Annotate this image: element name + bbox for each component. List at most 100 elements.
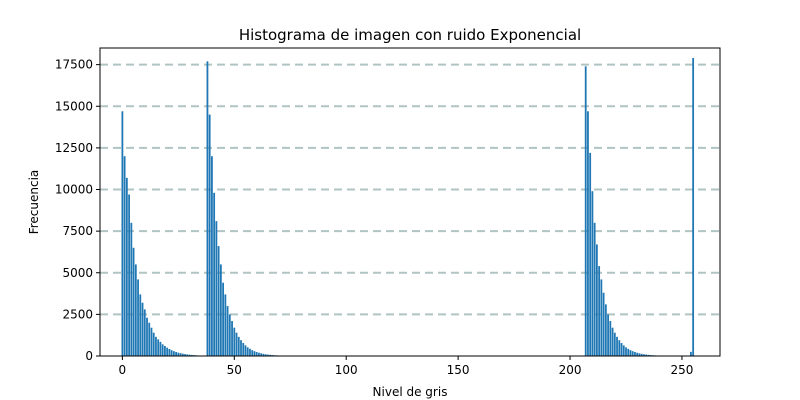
histogram-bar <box>211 156 213 356</box>
x-tick-label: 250 <box>670 363 693 377</box>
histogram-bar <box>631 351 634 356</box>
y-tick-label: 12500 <box>55 141 93 155</box>
histogram-bar <box>148 322 151 356</box>
histogram-bar <box>155 336 157 356</box>
histogram-bar <box>269 354 272 356</box>
y-tick-label: 5000 <box>62 266 93 280</box>
histogram-bar <box>208 114 211 356</box>
histogram-bar <box>137 279 139 356</box>
histogram-bar <box>613 332 616 356</box>
y-axis-ticks: 0 2500 5000 7500 10000 12500 15000 17500 <box>55 58 100 363</box>
histogram-bar <box>168 349 171 356</box>
histogram-bar <box>596 244 598 356</box>
x-tick-label: 50 <box>227 363 242 377</box>
histogram-bar <box>604 304 607 356</box>
histogram-bar <box>591 191 594 356</box>
histogram-bar <box>159 341 162 356</box>
histogram-bar <box>643 354 645 356</box>
histogram-bar <box>123 156 126 356</box>
histogram-bar <box>262 353 265 356</box>
histogram-bar <box>231 321 233 356</box>
histogram-bar <box>598 266 601 356</box>
x-tick-label: 100 <box>335 363 358 377</box>
x-axis-ticks: 0 50 100 150 200 250 <box>119 356 693 377</box>
histogram-bar <box>121 111 124 356</box>
histogram-bar <box>134 264 137 356</box>
histogram-bar <box>170 350 173 356</box>
histogram-bar <box>625 347 627 356</box>
histogram-bar <box>130 222 133 356</box>
plot-frame <box>99 47 721 357</box>
histogram-bar <box>634 352 636 356</box>
histogram-bar <box>640 353 643 356</box>
histogram-bar <box>139 294 142 356</box>
histogram-bar <box>226 306 229 356</box>
histogram-bar <box>602 292 605 356</box>
histogram-bar <box>206 61 209 357</box>
x-tick-label: 0 <box>119 363 127 377</box>
histogram-bar <box>645 354 648 356</box>
histogram-bar <box>190 354 193 356</box>
y-tick-label: 17500 <box>55 58 93 72</box>
histogram-bar <box>647 354 650 356</box>
histogram-bar <box>622 345 625 356</box>
histogram-bar <box>589 152 592 356</box>
histogram-bar <box>188 354 191 356</box>
chart-title: Histograma de imagen con ruido Exponenci… <box>239 26 581 44</box>
histogram-bar <box>255 352 258 356</box>
histogram-bar <box>251 350 254 356</box>
histogram-bar <box>253 351 256 356</box>
histogram-bar <box>242 343 245 356</box>
x-tick-label: 200 <box>559 363 582 377</box>
histogram-bar <box>587 111 589 356</box>
histogram-bar <box>186 354 189 356</box>
histogram-bar <box>184 354 186 356</box>
histogram-bar <box>638 353 641 356</box>
histogram-bar <box>609 321 612 356</box>
histogram-bar <box>177 352 180 356</box>
histogram-bar <box>161 344 164 356</box>
histogram-bar <box>128 194 130 356</box>
histogram-bar <box>143 309 146 356</box>
x-axis-title: Nivel de gris <box>373 385 448 399</box>
histogram-bar <box>213 192 216 356</box>
histogram-bar <box>132 247 135 356</box>
histogram-bar <box>246 347 249 356</box>
histogram-bar <box>607 314 609 356</box>
histogram-bar <box>258 352 260 356</box>
histogram-bar <box>627 348 630 356</box>
histogram-bar <box>233 327 236 356</box>
histogram-bar <box>157 339 160 356</box>
histogram-bar <box>600 279 603 356</box>
y-tick-label: 15000 <box>55 99 93 113</box>
histogram-bar <box>141 302 144 356</box>
y-axis-title: Frecuencia <box>27 170 41 235</box>
histogram-bar <box>219 264 222 356</box>
histogram-bar <box>260 353 263 356</box>
histogram-bar <box>629 350 632 356</box>
histogram-bar <box>593 222 596 356</box>
y-tick-label: 2500 <box>62 307 93 321</box>
histogram-bar <box>164 346 166 356</box>
histogram-bar <box>175 352 177 356</box>
histogram-bar <box>181 353 184 356</box>
histogram-bar <box>179 353 182 356</box>
y-tick-label: 10000 <box>55 183 93 197</box>
histogram-bar <box>217 246 220 356</box>
grid-lines <box>100 63 720 316</box>
x-tick-label: 150 <box>447 363 470 377</box>
histogram-bar <box>224 294 227 356</box>
histogram-bar <box>692 57 695 356</box>
histogram-bar <box>172 351 175 356</box>
histogram-bar <box>222 282 224 356</box>
histogram-bar <box>620 343 623 356</box>
histogram-bar <box>690 351 692 356</box>
histogram-bar <box>244 345 247 356</box>
histogram-bar <box>240 340 242 356</box>
histogram-bar <box>249 348 251 356</box>
histogram-bar <box>152 332 155 356</box>
histogram-bar <box>618 340 621 356</box>
histogram-bar <box>584 66 587 357</box>
histogram-bar <box>235 332 238 356</box>
